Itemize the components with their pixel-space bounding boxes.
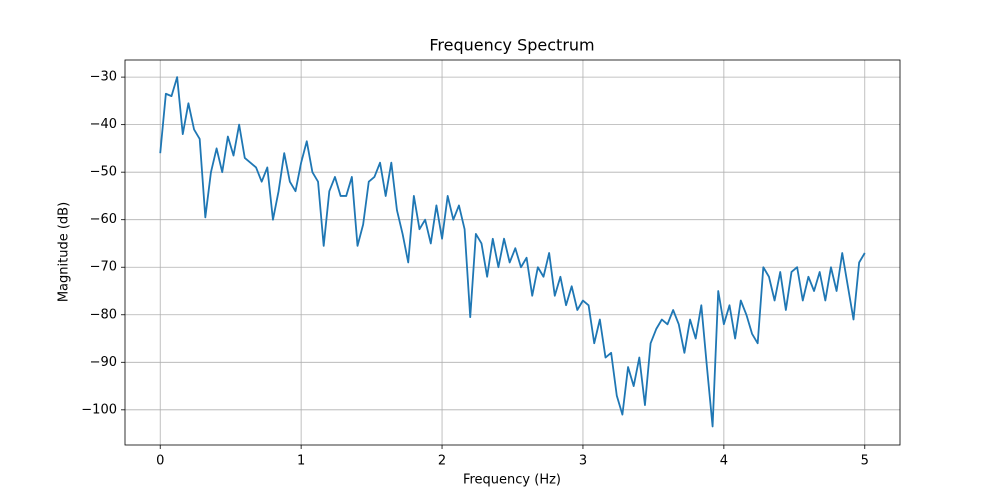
plot-frame [124,59,901,446]
chart-title: Frequency Spectrum [429,36,594,55]
x-tick-label: 2 [438,454,446,469]
y-tick-label: −60 [90,212,117,227]
y-tick-label: −100 [81,402,117,417]
x-axis-label: Frequency (Hz) [463,473,561,488]
x-tick-label: 1 [297,454,305,469]
y-tick-label: −40 [90,117,117,132]
x-tick-label: 5 [861,454,869,469]
spectrum-line [159,76,866,428]
y-tick-label: −90 [90,355,117,370]
x-tick-label: 0 [156,454,164,469]
y-tick-label: −30 [90,70,117,85]
y-axis-label: Magnitude (dB) [57,202,72,302]
y-tick-label: −70 [90,260,117,275]
y-tick-label: −50 [90,165,117,180]
y-tick-label: −80 [90,307,117,322]
x-tick-label: 3 [579,454,587,469]
x-tick-label: 4 [720,454,728,469]
